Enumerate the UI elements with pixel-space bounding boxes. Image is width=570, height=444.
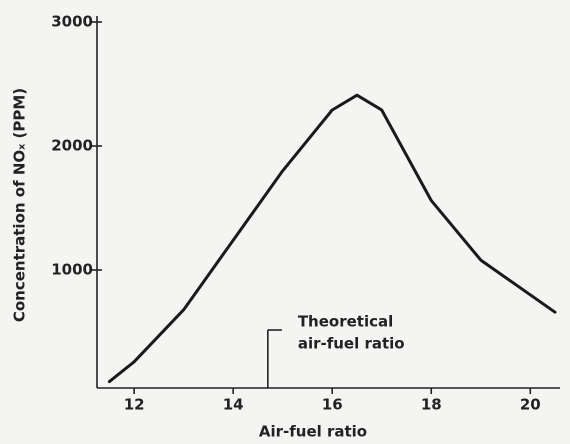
y-tick-label: 3000 — [51, 13, 93, 31]
y-axis-label: Concentration of NOₓ (PPM) — [11, 88, 29, 322]
y-tick-label: 2000 — [51, 137, 93, 155]
x-tick-label: 18 — [421, 396, 442, 414]
annotation-text: Theoretical — [298, 313, 393, 331]
x-tick-label: 12 — [124, 396, 145, 414]
chart: Air-fuel ratio Concentration of NOₓ (PPM… — [0, 0, 570, 444]
x-tick-label: 14 — [223, 396, 244, 414]
background — [0, 0, 570, 444]
y-tick-label: 1000 — [51, 261, 93, 279]
x-tick-label: 16 — [322, 396, 343, 414]
x-axis-label: Air-fuel ratio — [259, 423, 367, 441]
x-tick-label: 20 — [520, 396, 541, 414]
annotation-text: air-fuel ratio — [298, 335, 405, 353]
